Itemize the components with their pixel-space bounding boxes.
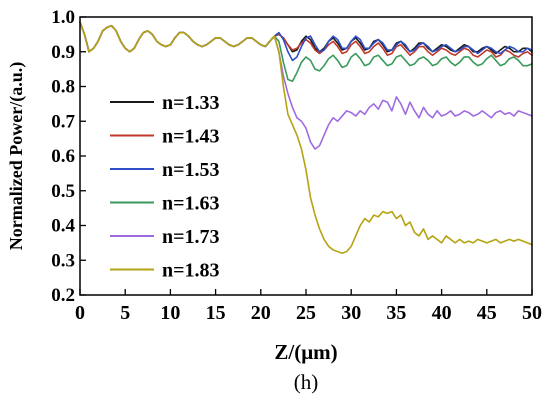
y-axis-label: Normalized Power/(a.u.) xyxy=(6,62,27,250)
series-line-n-1-43 xyxy=(79,21,533,58)
panel-label: (h) xyxy=(294,370,319,394)
x-tick-label: 40 xyxy=(432,302,452,324)
y-tick-label: 0.4 xyxy=(51,216,75,237)
y-tick-label: 0.9 xyxy=(51,42,75,63)
y-tick-label: 0.8 xyxy=(51,77,75,98)
y-tick-label: 1.0 xyxy=(51,7,75,28)
x-tick-label: 10 xyxy=(160,302,180,324)
x-tick-label: 0 xyxy=(75,302,85,324)
x-tick-label: 25 xyxy=(296,302,316,324)
ticks-layer: 0 5 10 15 20 25 30 35 40 45 50 0.2 0.3 0.4 0.5 0.6 0.7 0.… xyxy=(51,7,542,324)
y-tick-label: 0.6 xyxy=(51,146,75,167)
series-layer xyxy=(79,21,533,255)
x-tick-label: 45 xyxy=(477,302,497,324)
legend: n=1.33 n=1.43 n=1.53 n=1.63 n=1.73 n=1.83 xyxy=(110,92,220,282)
series-line-n-1-83 xyxy=(79,21,533,255)
x-tick-label: 30 xyxy=(341,302,361,324)
y-tick-label: 0.2 xyxy=(51,285,75,306)
y-tick-label: 0.7 xyxy=(51,111,75,132)
legend-label: n=1.83 xyxy=(162,260,220,282)
x-tick-label: 20 xyxy=(251,302,271,324)
x-tick-label: 50 xyxy=(522,302,542,324)
legend-label: n=1.53 xyxy=(162,159,220,181)
series-line-n-1-53 xyxy=(79,21,533,62)
y-tick-label: 0.3 xyxy=(51,250,75,271)
x-tick-label: 35 xyxy=(386,302,406,324)
legend-label: n=1.33 xyxy=(162,92,220,114)
y-tick-label: 0.5 xyxy=(51,181,75,202)
x-tick-label: 5 xyxy=(120,302,130,324)
legend-label: n=1.63 xyxy=(162,193,220,215)
series-line-n-1-73 xyxy=(79,21,533,150)
x-axis-label: Z/(μm) xyxy=(274,340,337,364)
plot-frame xyxy=(79,16,533,296)
legend-label: n=1.43 xyxy=(162,126,220,148)
legend-label: n=1.73 xyxy=(162,226,220,248)
x-tick-label: 15 xyxy=(206,302,226,324)
